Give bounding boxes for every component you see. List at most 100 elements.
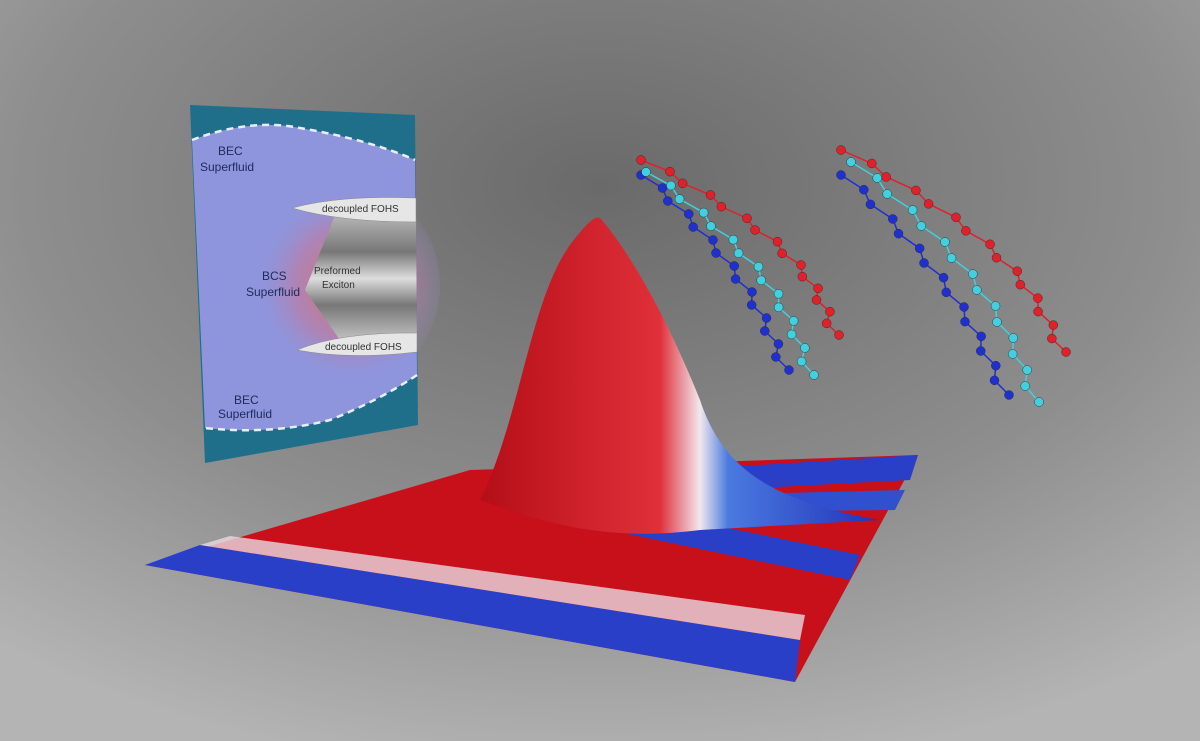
bcs-label-2: Superfluid [246, 285, 300, 299]
atom [800, 343, 810, 353]
surface-plot [145, 217, 918, 682]
atom [865, 199, 876, 210]
atom [893, 228, 904, 239]
atom [961, 226, 971, 236]
atom [684, 209, 694, 219]
atom [657, 183, 668, 193]
surface-peak [480, 217, 880, 534]
atom [976, 331, 986, 342]
chain-red-1 [636, 155, 844, 340]
phase-diagram-panel: BEC Superfluid BCS Superfluid Preformed … [190, 105, 440, 463]
atom [923, 199, 934, 209]
atom [705, 190, 716, 200]
atom [821, 318, 832, 329]
bec-bottom-label-2: Superfluid [218, 407, 272, 421]
atom [773, 339, 784, 349]
atom [663, 196, 673, 206]
atom [914, 243, 925, 254]
atom [797, 271, 808, 282]
bec-bottom-label-1: BEC [234, 393, 259, 407]
preformed-exciton-region [305, 212, 417, 345]
surface-white-band [200, 536, 805, 640]
atom [834, 330, 844, 340]
decoupled-top-label: decoupled FOHS [322, 204, 399, 215]
decoupled-fohs-top-region [291, 197, 417, 223]
atom [960, 316, 970, 327]
atom [1012, 266, 1022, 276]
atom [772, 236, 783, 247]
atom [750, 225, 760, 235]
surface-blue-front-band [145, 545, 800, 682]
atom [674, 194, 685, 204]
chain-cyan-1 [641, 167, 819, 380]
atom [688, 222, 698, 232]
chain-blue-2 [836, 170, 1014, 400]
atom [666, 180, 676, 191]
atom [990, 301, 1001, 311]
atom [786, 329, 797, 340]
atom [641, 167, 651, 177]
atom [1034, 397, 1044, 407]
atom [1020, 381, 1030, 391]
atom [976, 346, 986, 356]
atom [1061, 347, 1071, 357]
atom [888, 214, 898, 224]
atom [1008, 333, 1018, 343]
atom [972, 285, 982, 295]
atom [716, 201, 727, 212]
atom [773, 289, 784, 299]
atom [1004, 390, 1014, 400]
decoupled-bottom-label: decoupled FOHS [325, 342, 402, 353]
atom [919, 258, 929, 268]
atom [708, 235, 718, 245]
bec-top-label-2: Superfluid [200, 160, 254, 174]
chain-cyan-2 [846, 157, 1044, 407]
atom [938, 272, 949, 283]
atom [1047, 333, 1057, 344]
chain-blue-1 [636, 170, 794, 375]
atom [796, 260, 806, 270]
atom [771, 352, 781, 362]
atom [991, 253, 1002, 263]
atom [836, 145, 846, 155]
decoupled-fohs-bottom-region [296, 332, 418, 356]
atom [916, 221, 926, 231]
atom [1015, 279, 1026, 290]
atom [1022, 365, 1032, 375]
atom [813, 283, 823, 294]
atom [760, 326, 770, 336]
atom [784, 365, 794, 375]
atom [706, 221, 716, 231]
atom [859, 184, 869, 195]
atom [756, 275, 766, 285]
atom [677, 178, 688, 189]
atom [1007, 349, 1018, 359]
atom [951, 212, 961, 223]
atom [882, 189, 892, 199]
atom [753, 262, 764, 272]
atom [881, 172, 891, 182]
atom [728, 234, 739, 245]
atom [1033, 306, 1043, 317]
atom [911, 185, 921, 196]
atom [811, 295, 822, 305]
atom [867, 158, 877, 169]
chain-red-2 [836, 145, 1071, 357]
atom [761, 313, 772, 323]
atom [730, 274, 741, 284]
atom [698, 207, 709, 218]
atom [665, 166, 675, 177]
atom [809, 370, 819, 380]
molecular-chains [636, 145, 1071, 407]
atom [796, 356, 807, 367]
atom [989, 375, 1000, 386]
atom [746, 300, 757, 310]
bec-top-label-1: BEC [218, 144, 243, 158]
preformed-label-1: Preformed [314, 266, 361, 277]
atom [959, 302, 969, 312]
atom [946, 253, 957, 263]
atom [846, 157, 856, 167]
atom [1048, 320, 1059, 330]
atom [985, 239, 995, 249]
